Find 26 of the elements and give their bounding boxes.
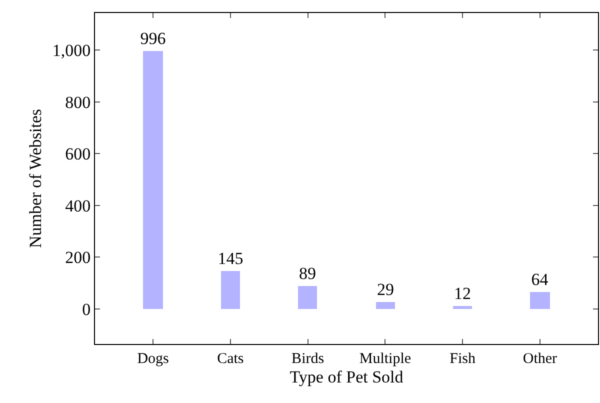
data-label: 29 [377,280,394,299]
data-label: 89 [299,264,316,283]
data-label: 64 [531,270,549,289]
bar [453,306,472,309]
y-axis-title: Number of Websites [26,108,45,248]
bar [530,292,550,309]
data-label: 996 [140,29,166,48]
x-tick-label: Multiple [359,351,412,367]
x-tick-label: Dogs [137,351,170,367]
y-tick-label: 800 [65,92,91,112]
y-tick-label: 200 [65,248,91,268]
x-tick-label: Fish [450,351,476,367]
x-tick-label: Cats [217,351,244,367]
y-tick-label: 0 [82,300,91,319]
bar [143,51,163,309]
x-tick-label: Birds [292,351,324,367]
y-tick-label: 1,000 [52,40,91,60]
bar [376,302,395,309]
data-label: 12 [454,284,471,303]
y-tick-label: 400 [65,196,91,216]
bar [298,286,317,309]
bar [221,271,240,309]
y-tick-label: 600 [65,144,91,164]
x-tick-label: Other [522,351,558,367]
data-label: 145 [218,249,244,268]
x-axis-title: Type of Pet Sold [290,367,404,386]
